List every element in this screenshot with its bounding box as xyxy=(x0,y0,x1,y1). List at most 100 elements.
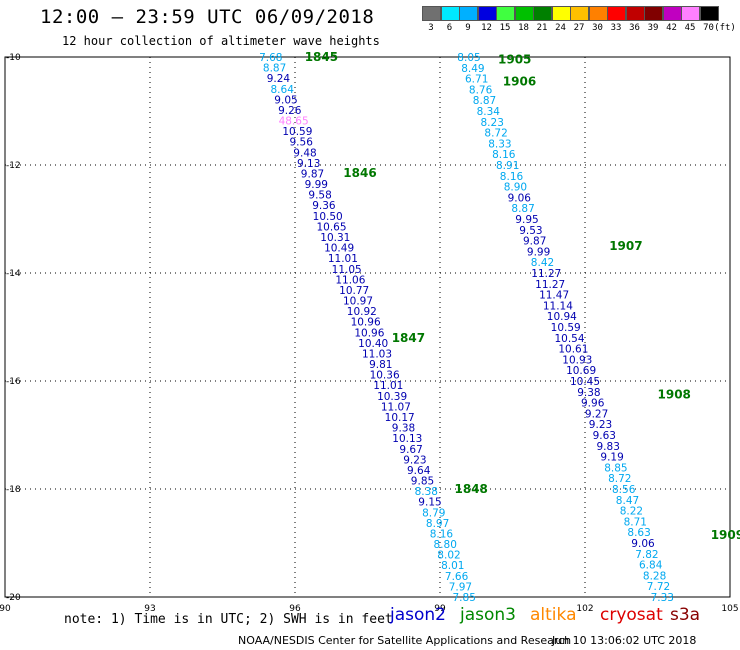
color-scale-label: 70 xyxy=(703,23,714,33)
color-swatch-70 xyxy=(699,6,719,21)
wave-height-label: 10.97 xyxy=(343,296,373,308)
wave-height-label: 8.85 xyxy=(604,462,627,474)
wave-height-label: 8.87 xyxy=(511,203,534,215)
wave-height-label: 9.38 xyxy=(577,387,600,399)
color-scale-label: 42 xyxy=(666,23,677,33)
wave-height-label: 8.33 xyxy=(488,138,511,150)
wave-height-label: 9.67 xyxy=(399,444,422,456)
wave-height-label: 11.14 xyxy=(543,300,573,312)
wave-height-label: 9.81 xyxy=(369,359,392,371)
pass-time-label: 1847 xyxy=(392,331,425,345)
wave-height-label: 7.66 xyxy=(445,571,469,583)
wave-height-label: 8.80 xyxy=(434,539,457,551)
color-scale-label: 36 xyxy=(629,23,640,33)
wave-height-label: 8.05 xyxy=(457,52,480,64)
wave-height-label: 7.97 xyxy=(449,581,472,593)
wave-height-label: 11.27 xyxy=(535,279,565,291)
color-scale-label: 39 xyxy=(647,23,659,33)
wave-height-label: 48.65 xyxy=(279,116,309,128)
plot-frame xyxy=(4,56,731,598)
color-scale-label: 12 xyxy=(481,23,492,33)
color-scale-label: 21 xyxy=(536,23,548,33)
wave-height-label: 8.22 xyxy=(620,506,643,518)
wave-height-label: 9.05 xyxy=(274,94,297,106)
wave-height-label: 9.06 xyxy=(631,538,655,550)
wave-height-label: 7.72 xyxy=(647,581,670,593)
wave-height-label: 8.16 xyxy=(492,149,516,161)
color-scale-label: 33 xyxy=(610,23,622,33)
wave-height-label: 8.87 xyxy=(473,95,496,107)
x-tick-label: 105 xyxy=(721,604,738,614)
wave-height-label: 9.99 xyxy=(305,179,328,191)
y-tick-label: -16 xyxy=(6,377,21,387)
wave-height-label: 9.99 xyxy=(527,246,550,258)
wave-height-label: 11.05 xyxy=(332,264,362,276)
wave-height-label: 8.97 xyxy=(426,518,449,530)
pass-time-label: 1845 xyxy=(305,50,338,64)
wave-height-label: 10.93 xyxy=(562,354,592,366)
wave-height-label: 10.94 xyxy=(547,311,577,323)
color-scale-label: 3 xyxy=(428,23,434,33)
y-tick-label: -18 xyxy=(6,485,21,495)
timestamp: Jun 10 13:06:02 UTC 2018 xyxy=(552,634,697,647)
wave-height-label: 10.69 xyxy=(566,365,596,377)
wave-height-label: 9.63 xyxy=(593,430,616,442)
wave-height-label: 9.23 xyxy=(403,454,426,466)
page-subtitle: 12 hour collection of altimeter wave hei… xyxy=(62,34,380,48)
credit-line: NOAA/NESDIS Center for Satellite Applica… xyxy=(238,634,572,647)
wave-height-label: 8.23 xyxy=(481,117,504,129)
wave-height-label: 9.53 xyxy=(519,225,542,237)
wave-height-label: 11.06 xyxy=(335,274,365,286)
wave-height-label: 8.72 xyxy=(484,128,507,140)
wave-height-label: 9.13 xyxy=(297,158,320,170)
wave-height-label: 10.59 xyxy=(282,126,312,138)
wave-height-label: 9.48 xyxy=(293,147,316,159)
wave-height-label: 10.59 xyxy=(551,322,581,334)
wave-height-label: 8.16 xyxy=(500,171,524,183)
wave-height-label: 8.64 xyxy=(271,84,295,96)
wave-height-label: 10.39 xyxy=(377,391,407,403)
page-title: 12:00 – 23:59 UTC 06/09/2018 xyxy=(40,6,375,28)
wave-height-label: 8.87 xyxy=(263,63,286,75)
wave-height-label: 9.36 xyxy=(312,200,336,212)
color-scale-label: 27 xyxy=(573,23,585,33)
wave-height-label: 8.47 xyxy=(616,495,639,507)
wave-height-label: 10.50 xyxy=(313,211,343,223)
x-tick-label: 102 xyxy=(576,604,593,614)
color-scale-label: 30 xyxy=(592,23,603,33)
pass-time-label: 1909 xyxy=(711,528,740,542)
wave-height-label: 9.19 xyxy=(600,452,623,464)
y-tick-label: -10 xyxy=(6,53,21,63)
wave-height-label: 8.72 xyxy=(608,473,631,485)
wave-height-label: 10.31 xyxy=(320,232,350,244)
wave-height-label: 11.03 xyxy=(362,349,392,361)
wave-height-label: 6.84 xyxy=(639,560,663,572)
wave-height-label: 9.83 xyxy=(597,441,620,453)
wave-height-label: 7.82 xyxy=(635,549,658,561)
wave-height-label: 10.61 xyxy=(558,344,588,356)
y-tick-label: -14 xyxy=(6,269,21,279)
satellite-jason3: jason3 xyxy=(460,605,516,625)
wave-height-label: 6.71 xyxy=(465,74,488,86)
wave-height-label: 10.45 xyxy=(570,376,600,388)
color-scale-label: 15 xyxy=(499,23,511,33)
wave-height-label: 8.79 xyxy=(422,507,445,519)
wave-height-label: 9.23 xyxy=(589,419,612,431)
wave-height-label: 9.64 xyxy=(407,465,431,477)
units-note: note: 1) Time is in UTC; 2) SWH is in fe… xyxy=(64,612,393,627)
wave-height-label: 9.95 xyxy=(515,214,538,226)
wave-height-label: 10.96 xyxy=(354,327,384,339)
wave-height-label: 9.96 xyxy=(581,398,605,410)
x-tick-label: 93 xyxy=(144,604,155,614)
wave-height-label: 8.49 xyxy=(461,63,484,75)
wave-height-label: 8.91 xyxy=(496,160,519,172)
color-scale-label: 45 xyxy=(684,23,696,33)
wave-height-label: 8.76 xyxy=(469,84,493,96)
wave-height-label: 10.96 xyxy=(351,317,381,329)
wave-height-label: 8.63 xyxy=(627,527,650,539)
color-scale-label: 18 xyxy=(518,23,529,33)
wave-height-label: 8.42 xyxy=(531,257,554,269)
satellite-s3a: s3a xyxy=(670,605,701,625)
y-tick-label: -20 xyxy=(6,593,21,603)
